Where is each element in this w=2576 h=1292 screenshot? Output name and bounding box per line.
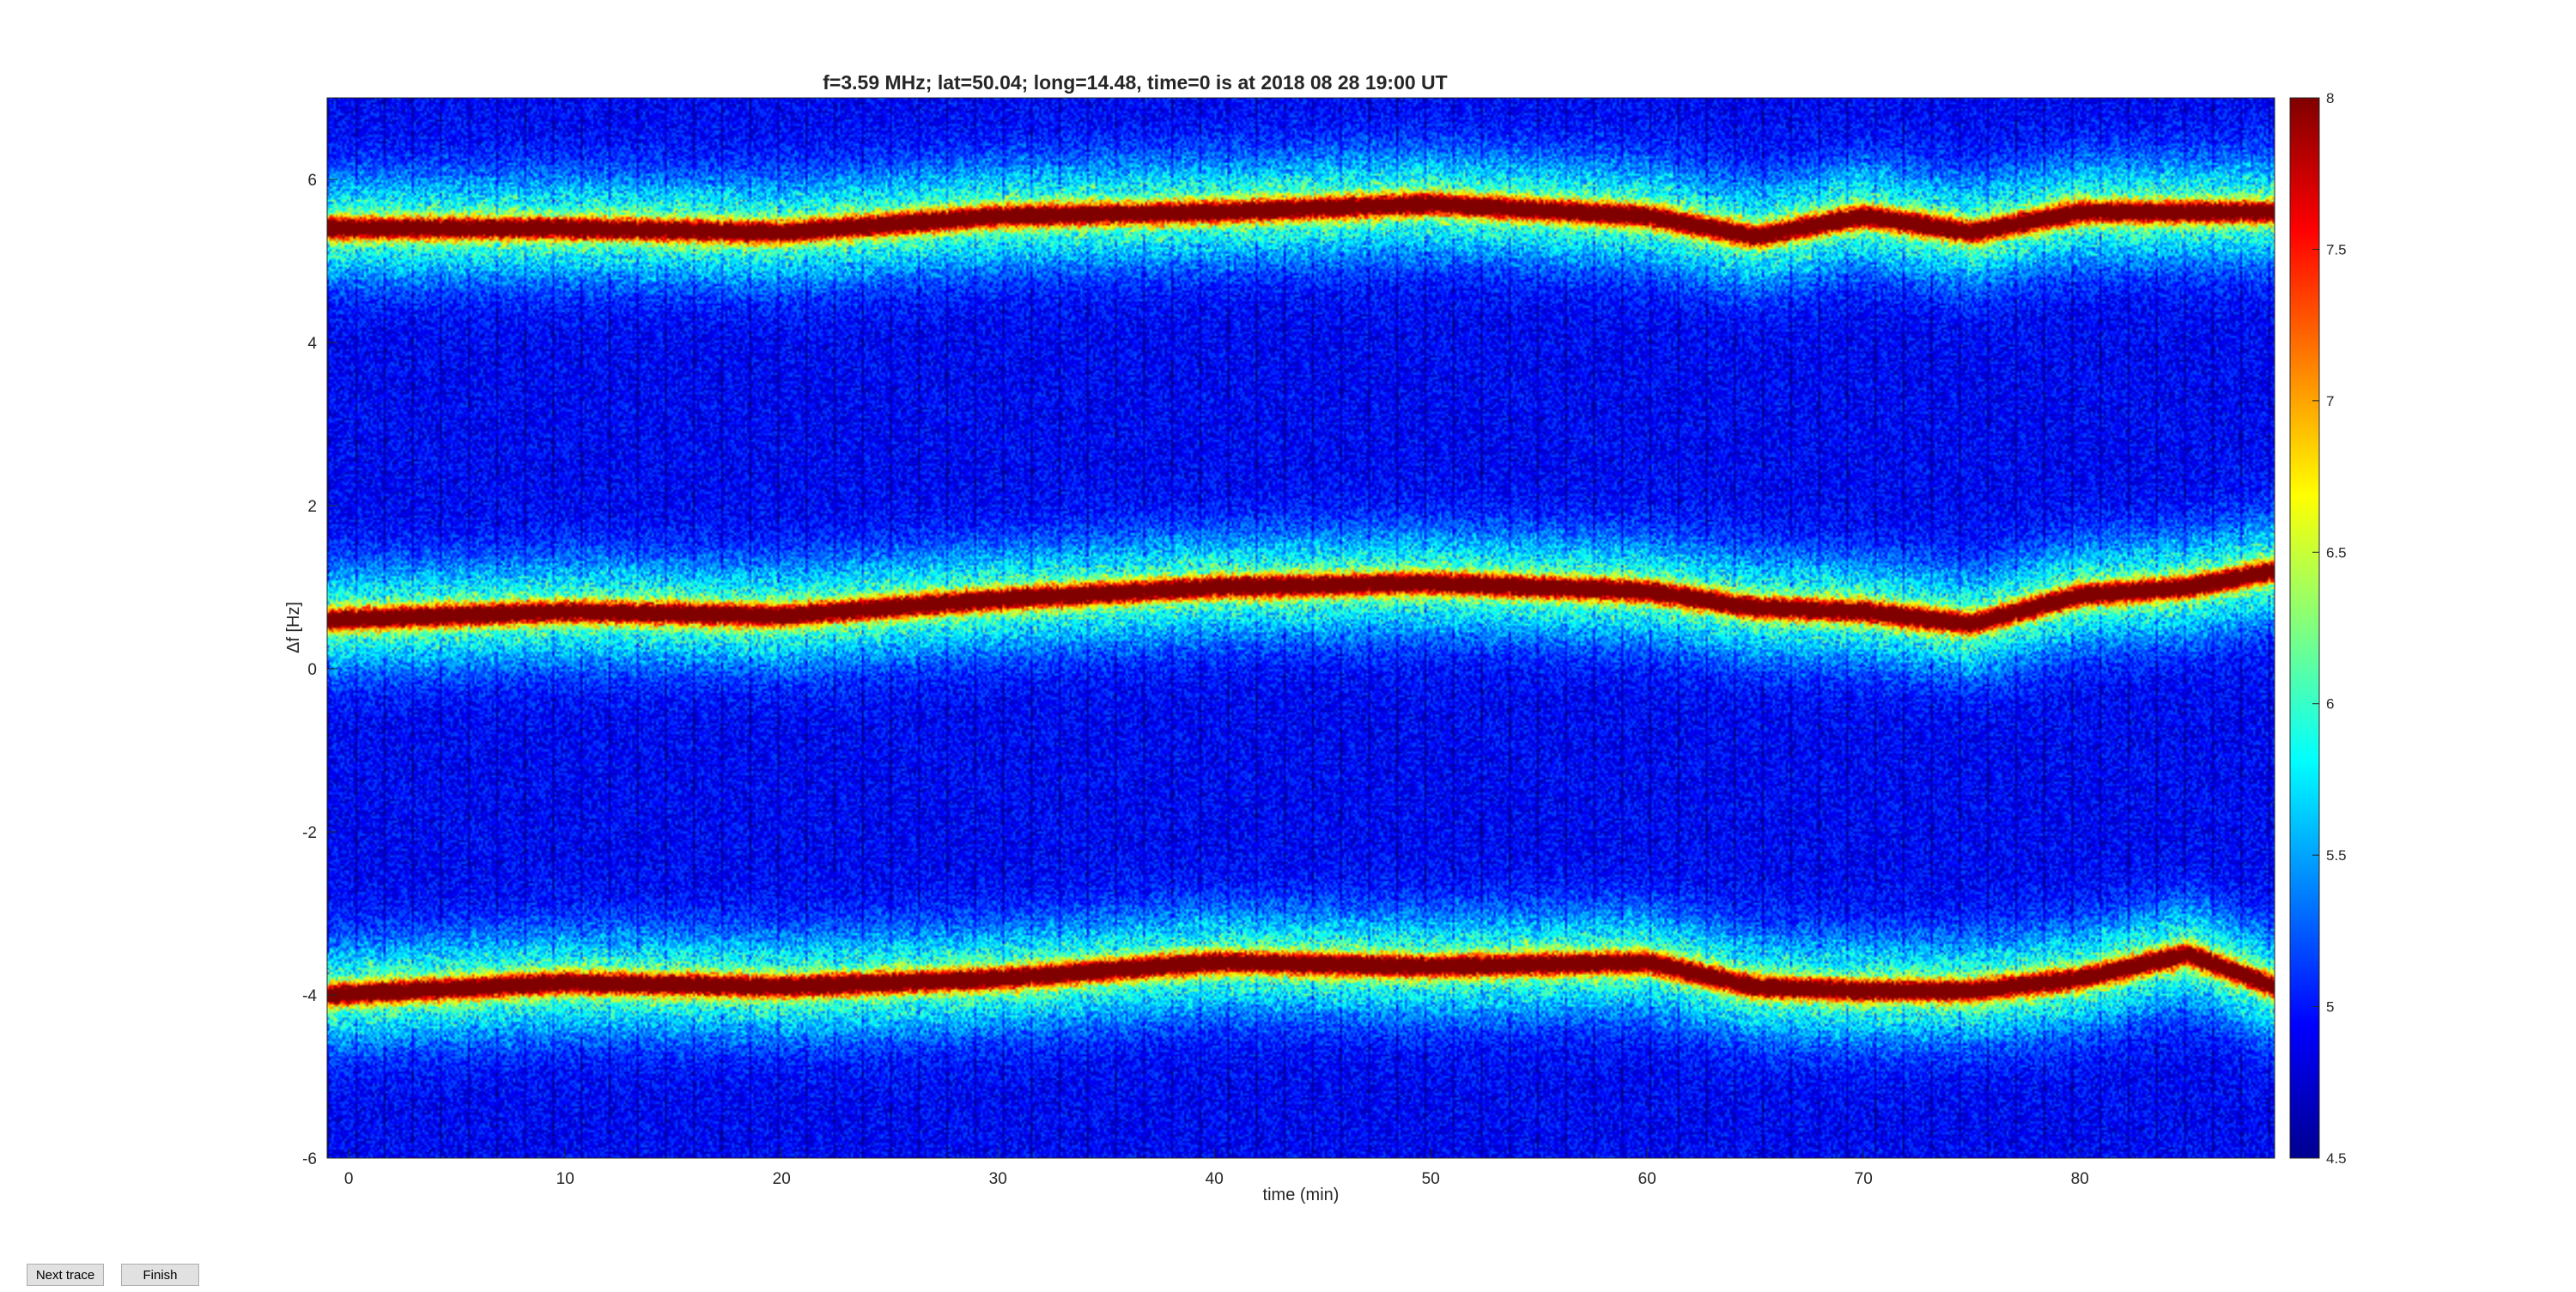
x-tick-label: 0 — [344, 1170, 354, 1188]
x-tick-label: 80 — [2071, 1170, 2089, 1188]
x-tick-label: 20 — [773, 1170, 791, 1188]
next-trace-button[interactable]: Next trace — [27, 1264, 104, 1286]
heatmap-image — [327, 98, 2275, 1158]
y-tick-label: -4 — [302, 987, 317, 1005]
colorbar: 4.5 5 5.5 6 6.5 7 7.5 8 — [2289, 90, 2347, 1167]
x-tick-label: 30 — [989, 1170, 1007, 1188]
colorbar-tick-label: 6.5 — [2326, 544, 2347, 561]
y-tick-label: 4 — [307, 335, 317, 353]
colorbar-tick-label: 5.5 — [2326, 847, 2347, 864]
colorbar-ticks: 4.5 5 5.5 6 6.5 7 7.5 8 — [2312, 90, 2347, 1167]
plot-frame — [326, 97, 2275, 1159]
colorbar-tick-label: 5 — [2326, 999, 2334, 1016]
colorbar-tick-label: 7 — [2326, 393, 2334, 409]
x-tick-label: 40 — [1206, 1170, 1224, 1188]
chart-title: f=3.59 MHz; lat=50.04; long=14.48, time=… — [823, 71, 1447, 94]
y-tick-label: 0 — [307, 661, 317, 679]
x-tick-label: 10 — [556, 1170, 574, 1188]
plot-area — [326, 97, 2275, 1159]
finish-button[interactable]: Finish — [121, 1264, 199, 1286]
x-tick-label: 70 — [1855, 1170, 1873, 1188]
x-axis-label: time (min) — [1263, 1186, 1340, 1204]
x-axis: 0 10 20 30 40 50 60 70 80 — [344, 1148, 2089, 1188]
y-axis-label: Δf [Hz] — [284, 602, 303, 653]
x-tick-label: 50 — [1422, 1170, 1440, 1188]
y-axis: -6 -4 -2 0 2 4 6 — [302, 172, 337, 1168]
y-tick-label: -6 — [302, 1150, 317, 1168]
x-tick-label: 60 — [1638, 1170, 1656, 1188]
colorbar-tick-label: 6 — [2326, 696, 2334, 713]
colorbar-scale — [2289, 97, 2320, 1159]
y-tick-label: 6 — [307, 172, 317, 190]
y-tick-label: -2 — [302, 824, 317, 842]
colorbar-tick-label: 4.5 — [2326, 1150, 2347, 1167]
colorbar-tick-label: 8 — [2326, 90, 2334, 106]
colorbar-tick-label: 7.5 — [2326, 241, 2347, 258]
y-tick-label: 2 — [307, 498, 317, 516]
